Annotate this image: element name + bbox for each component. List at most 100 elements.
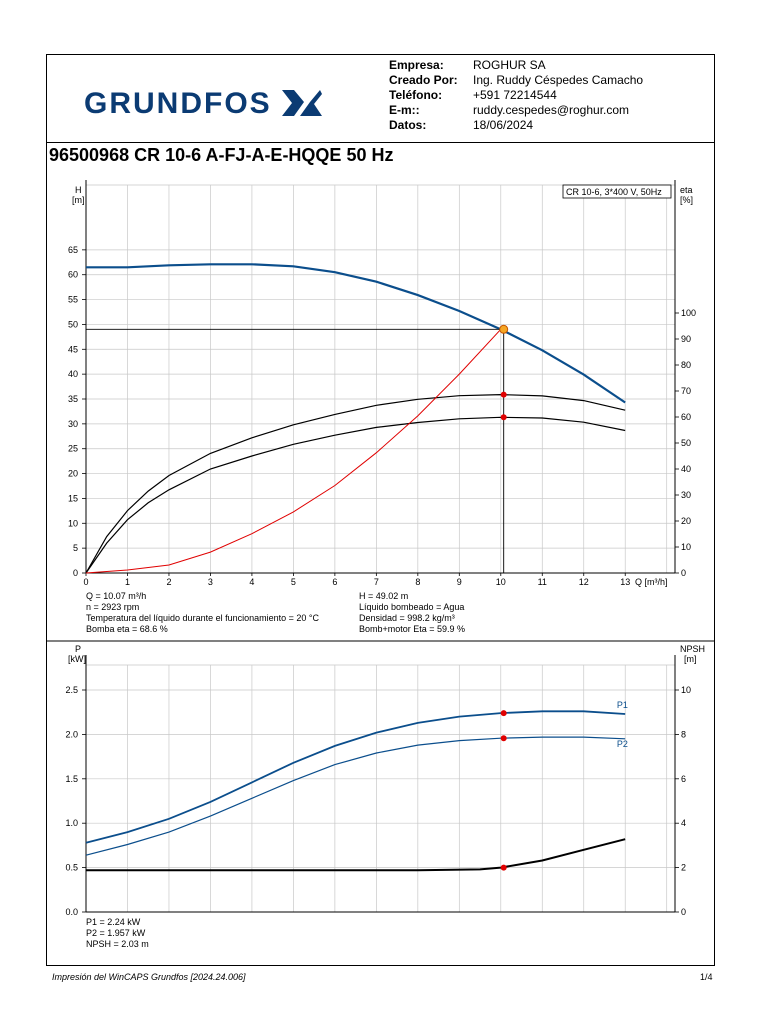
x-tick-label: 7 [374,577,379,587]
x-tick-label: 2 [166,577,171,587]
y-tick-label: 40 [68,369,78,379]
legend-box [562,184,672,199]
y2-tick-label: 0.0 [65,907,78,917]
y-tick-label: 60 [68,270,78,280]
y2-right-axis-label-line2: [m] [684,654,697,664]
page-title: 96500968 CR 10-6 A-FJ-A-E-HQQE 50 Hz [49,145,394,165]
x-tick-label: 8 [415,577,420,587]
footer-page-number: 1/4 [700,972,713,982]
info-row: E-m:: ruddy.cespedes@roghur.com [389,103,643,118]
x-tick-label: 11 [538,577,547,587]
x-tick-label: 9 [457,577,462,587]
x-tick-label: 5 [291,577,296,587]
info-value: +591 72214544 [473,88,557,102]
x-tick-label: 10 [496,577,506,587]
series-line-pump-eta [85,393,626,574]
y-tick-label: 30 [68,419,78,429]
y-tick-label: 15 [68,493,78,503]
grundfos-x-icon [281,90,322,116]
y-right-tick-label: 30 [681,490,691,500]
y-tick-label: 55 [68,295,78,305]
y2-right-tick-label: 6 [681,774,686,784]
y-right-tick-label: 70 [681,386,691,396]
y2-axis-label-line2: [kW] [68,654,86,664]
y-tick-label: 5 [73,543,78,553]
series-line-system-curve [85,328,502,574]
info-value: 18/06/2024 [473,118,534,132]
y2-right-tick-label: 4 [681,818,686,828]
y2-tick-label: 1.0 [65,818,78,828]
info-label: Creado Por: [389,73,458,87]
info-value: Ing. Ruddy Céspedes Camacho [473,73,644,87]
info-label: Teléfono: [389,88,443,102]
y-tick-label: 35 [68,394,78,404]
info-row: Teléfono: +591 72214544 [389,88,643,103]
y-right-axis-label-line2: [%] [680,195,693,205]
operating-point-npsh [500,864,507,871]
series2-line-p1 [85,710,626,844]
info-power-line: P1 = 2.24 kW [86,917,141,927]
legend-text: CR 10-6, 3*400 V, 50Hz [566,187,662,197]
info-value: ruddy.cespedes@roghur.com [473,103,630,117]
y-tick-label: 10 [68,518,78,528]
info-left-line: Q = 10.07 m³/h [86,591,146,601]
footer-print-info: Impresión del WinCAPS Grundfos [2024.24.… [52,972,246,982]
info-right-line: Bomb+motor Eta = 59.9 % [359,624,465,634]
y-right-tick-label: 20 [681,516,691,526]
y-tick-label: 65 [68,245,78,255]
y-axis-label-line1: H [75,185,82,195]
y-axis-label-line2: [m] [72,195,85,205]
y-right-tick-label: 50 [681,438,691,448]
y2-tick-label: 0.5 [65,863,78,873]
y-right-tick-label: 0 [681,568,686,578]
y-right-tick-label: 90 [681,334,691,344]
y2-tick-label: 1.5 [65,774,78,784]
y-tick-label: 45 [68,344,78,354]
y2-axis-label-line1: P [75,644,81,654]
info-label: Empresa: [389,58,444,72]
x-tick-label: 1 [125,577,130,587]
info-label: E-m:: [389,103,420,117]
y-right-tick-label: 10 [681,542,691,552]
y-right-tick-label: 40 [681,464,691,474]
info-right-line: H = 49.02 m [359,591,408,601]
y2-right-tick-label: 0 [681,907,686,917]
x-tick-label: 4 [249,577,254,587]
operating-point-head [499,324,509,334]
info-right-line: Densidad = 998.2 kg/m³ [359,613,455,623]
series-line-pump-motor-eta [85,416,626,574]
y-right-tick-label: 60 [681,412,691,422]
y2-tick-label: 2.5 [65,685,78,695]
series-label-p2: P2 [617,739,628,749]
series2-line-p2 [85,736,626,856]
info-left-line: Temperatura del líquido durante el funci… [86,613,319,623]
operating-point-eta-pump [500,391,507,398]
grundfos-logo: GRUNDFOS [84,84,324,124]
info-left-line: n = 2923 rpm [86,602,139,612]
info-power-line: NPSH = 2.03 m [86,939,149,949]
series-label-p1: P1 [617,700,628,710]
info-label: Datos: [389,118,427,132]
y-right-tick-label: 80 [681,360,691,370]
series-line-h [86,263,626,404]
x-tick-label: 3 [208,577,213,587]
x-axis-label: Q [m³/h] [635,577,668,587]
company-info: Empresa: ROGHUR SA Creado Por: Ing. Ruddy C… [389,58,643,133]
y-tick-label: 0 [73,568,78,578]
page-frame [46,54,715,966]
operating-point-p2 [500,735,507,742]
y-right-tick-label: 100 [681,308,696,318]
info-value: ROGHUR SA [473,58,546,72]
x-tick-label: 13 [620,577,630,587]
info-row: Datos: 18/06/2024 [389,118,643,133]
y2-tick-label: 2.0 [65,729,78,739]
info-row: Empresa: ROGHUR SA [389,58,643,73]
x-tick-label: 12 [579,577,589,587]
series2-line-npsh [86,838,626,872]
y-tick-label: 25 [68,444,78,454]
x-tick-label: 6 [332,577,337,587]
operating-point-eta-total [500,414,507,421]
y2-right-tick-label: 8 [681,729,686,739]
y2-right-tick-label: 10 [681,685,691,695]
